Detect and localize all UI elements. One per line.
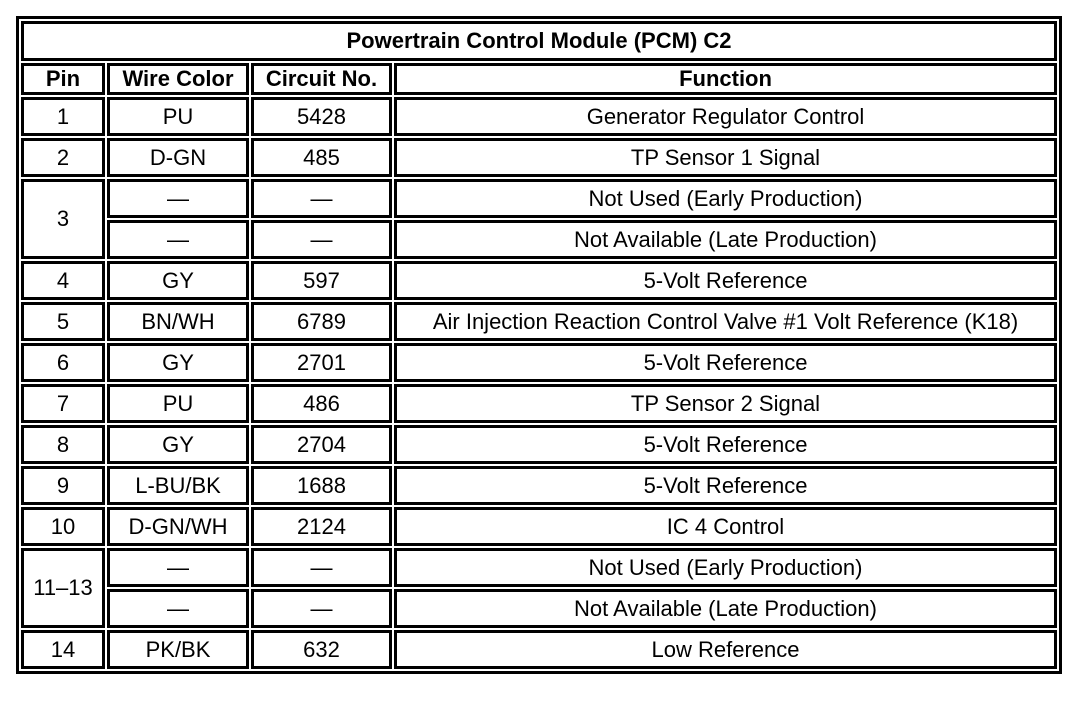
circuit-no-cell: 486 (251, 384, 392, 423)
table-row: — — Not Available (Late Production) (21, 589, 1057, 628)
function-cell: Not Used (Early Production) (394, 179, 1057, 218)
circuit-no-cell: — (251, 179, 392, 218)
wire-color-cell: PK/BK (107, 630, 249, 669)
column-header-circuit-no: Circuit No. (251, 63, 392, 95)
pin-cell: 6 (21, 343, 105, 382)
table-row: 1 PU 5428 Generator Regulator Control (21, 97, 1057, 136)
circuit-no-cell: 632 (251, 630, 392, 669)
pin-cell: 8 (21, 425, 105, 464)
wire-color-cell: PU (107, 384, 249, 423)
wire-color-cell: D-GN (107, 138, 249, 177)
circuit-no-cell: 2704 (251, 425, 392, 464)
pin-cell: 9 (21, 466, 105, 505)
column-header-wire-color: Wire Color (107, 63, 249, 95)
pin-cell: 11–13 (21, 548, 105, 628)
table-row: 11–13— — Not Used (Early Production) (21, 548, 1057, 628)
function-cell: 5-Volt Reference (394, 261, 1057, 300)
column-header-pin: Pin (21, 63, 105, 95)
circuit-no-cell: 597 (251, 261, 392, 300)
pin-cell: 2 (21, 138, 105, 177)
column-header-row: Pin Wire Color Circuit No. Function (21, 63, 1057, 95)
wire-color-cell: — (107, 220, 249, 259)
pin-cell: 3 (21, 179, 105, 259)
pin-cell: 10 (21, 507, 105, 546)
wire-color-cell: GY (107, 425, 249, 464)
function-cell: Low Reference (394, 630, 1057, 669)
wire-color-cell: GY (107, 343, 249, 382)
circuit-no-cell: 2701 (251, 343, 392, 382)
function-cell: 5-Volt Reference (394, 343, 1057, 382)
circuit-no-cell: — (251, 220, 392, 259)
wire-color-cell: GY (107, 261, 249, 300)
wire-color-cell: — (107, 589, 249, 628)
wire-color-cell: — (107, 548, 249, 587)
table-row: 9 L-BU/BK 1688 5-Volt Reference (21, 466, 1057, 505)
function-cell: 5-Volt Reference (394, 425, 1057, 464)
wire-color-cell: — (107, 179, 249, 218)
pin-cell: 5 (21, 302, 105, 341)
circuit-no-cell: 485 (251, 138, 392, 177)
table-row: 10 D-GN/WH 2124 IC 4 Control (21, 507, 1057, 546)
function-cell: TP Sensor 1 Signal (394, 138, 1057, 177)
wire-color-cell: PU (107, 97, 249, 136)
title-row: Powertrain Control Module (PCM) C2 (21, 21, 1057, 61)
function-cell: Air Injection Reaction Control Valve #1 … (394, 302, 1057, 341)
pin-cell: 1 (21, 97, 105, 136)
table-row: 2 D-GN 485 TP Sensor 1 Signal (21, 138, 1057, 177)
table-row: — — Not Available (Late Production) (21, 220, 1057, 259)
function-cell: TP Sensor 2 Signal (394, 384, 1057, 423)
circuit-no-cell: 5428 (251, 97, 392, 136)
wire-color-cell: D-GN/WH (107, 507, 249, 546)
table-row: 7 PU 486 TP Sensor 2 Signal (21, 384, 1057, 423)
circuit-no-cell: — (251, 589, 392, 628)
function-cell: 5-Volt Reference (394, 466, 1057, 505)
table-row: 14 PK/BK 632 Low Reference (21, 630, 1057, 669)
function-cell: Generator Regulator Control (394, 97, 1057, 136)
circuit-no-cell: 2124 (251, 507, 392, 546)
table-row: 6 GY 2701 5-Volt Reference (21, 343, 1057, 382)
circuit-no-cell: 1688 (251, 466, 392, 505)
table-body: 1 PU 5428 Generator Regulator Control 2 D-GN 4… (21, 97, 1057, 669)
function-cell: Not Used (Early Production) (394, 548, 1057, 587)
function-cell: Not Available (Late Production) (394, 220, 1057, 259)
wire-color-cell: BN/WH (107, 302, 249, 341)
table-title: Powertrain Control Module (PCM) C2 (21, 21, 1057, 61)
table-row: 3— — Not Used (Early Production) (21, 179, 1057, 259)
function-cell: Not Available (Late Production) (394, 589, 1057, 628)
function-cell: IC 4 Control (394, 507, 1057, 546)
table-row: 5 BN/WH 6789 Air Injection Reaction Control… (21, 302, 1057, 341)
pin-cell: 7 (21, 384, 105, 423)
pin-cell: 4 (21, 261, 105, 300)
circuit-no-cell: 6789 (251, 302, 392, 341)
wire-color-cell: L-BU/BK (107, 466, 249, 505)
table-row: 8 GY 2704 5-Volt Reference (21, 425, 1057, 464)
pcm-c2-pinout-table: Powertrain Control Module (PCM) C2 Pin W… (16, 16, 1062, 674)
column-header-function: Function (394, 63, 1057, 95)
pin-cell: 14 (21, 630, 105, 669)
circuit-no-cell: — (251, 548, 392, 587)
table-row: 4 GY 597 5-Volt Reference (21, 261, 1057, 300)
